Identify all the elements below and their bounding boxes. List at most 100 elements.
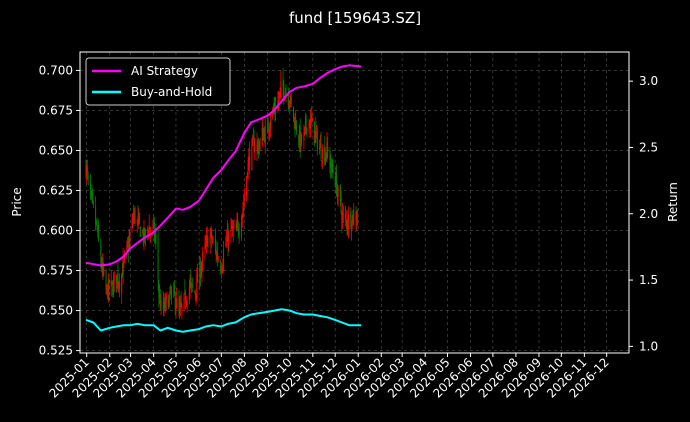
- candle-body: [144, 228, 146, 241]
- candle-body: [306, 127, 308, 132]
- candle-body: [252, 135, 254, 140]
- candle-body: [133, 211, 135, 218]
- candle-body: [107, 286, 109, 299]
- candle-body: [157, 238, 159, 280]
- candle-body: [174, 293, 176, 309]
- candle-body: [334, 178, 336, 187]
- candle-body: [168, 298, 170, 309]
- candle-body: [341, 215, 343, 223]
- candle-body: [345, 219, 347, 222]
- candle-body: [86, 167, 88, 174]
- candle-body: [226, 239, 228, 242]
- candle-body: [259, 139, 261, 150]
- candle-body: [220, 264, 222, 271]
- candle-body: [89, 181, 91, 195]
- candle-body: [258, 145, 260, 154]
- candle-body: [112, 286, 114, 295]
- candle-body: [268, 130, 270, 136]
- candle-body: [273, 106, 275, 110]
- candle-body: [242, 207, 244, 213]
- candle-body: [200, 270, 202, 275]
- candle-body: [147, 232, 149, 233]
- candle-body: [235, 225, 237, 230]
- candle-body: [200, 265, 202, 278]
- candle-body: [293, 106, 294, 120]
- candle-body: [310, 115, 312, 121]
- candle-body: [329, 150, 331, 168]
- candle-body: [165, 296, 167, 306]
- candle-body: [121, 274, 123, 294]
- y2-tick-label: 1.0: [639, 339, 658, 353]
- candle-body: [92, 192, 94, 201]
- candle-body: [197, 272, 199, 283]
- candle-body: [316, 132, 318, 150]
- candle-body: [303, 132, 305, 141]
- candle-body: [237, 219, 239, 225]
- y-tick-label: 0.550: [39, 304, 73, 318]
- candle-body: [352, 210, 354, 223]
- candle-body: [159, 297, 161, 310]
- candle-body: [188, 287, 190, 299]
- candle-body: [191, 283, 193, 288]
- candle-body: [217, 251, 219, 260]
- ai-strategy-line: [85, 64, 362, 267]
- candle-body: [305, 118, 307, 129]
- candle-body: [304, 127, 306, 132]
- candle-body: [136, 219, 138, 225]
- candle-body: [298, 130, 300, 146]
- candle-body: [155, 233, 157, 239]
- candle-body: [122, 259, 124, 274]
- candle-body: [279, 87, 281, 92]
- candle-body: [148, 225, 150, 233]
- candle-body: [301, 135, 303, 142]
- candle-body: [230, 226, 232, 236]
- candle-body: [117, 269, 119, 284]
- candle-body: [290, 97, 292, 104]
- candle-body: [316, 131, 318, 132]
- candle-body: [90, 191, 92, 194]
- candle-body: [215, 246, 217, 256]
- candle-body: [113, 274, 115, 283]
- candle-body: [350, 211, 352, 227]
- candle-body: [205, 236, 207, 247]
- candle-body: [258, 145, 260, 150]
- chart-title: fund [159643.SZ]: [289, 9, 421, 27]
- candle-body: [101, 264, 103, 270]
- y2-tick-label: 1.5: [639, 273, 658, 287]
- candle-body: [278, 92, 280, 99]
- candle-body: [149, 227, 151, 229]
- y2-axis-label: Return: [666, 182, 680, 222]
- candle-body: [315, 126, 317, 134]
- candle-body: [189, 281, 191, 289]
- candle-body: [195, 293, 197, 297]
- candle-body: [141, 231, 143, 233]
- candle-body: [290, 95, 292, 103]
- buy-and-hold-line: [85, 308, 362, 333]
- candle-body: [278, 99, 280, 102]
- candle-body: [285, 92, 287, 94]
- candle-body: [347, 225, 349, 228]
- candle-body: [231, 222, 233, 229]
- candle-body: [91, 191, 93, 197]
- candle-body: [128, 239, 130, 248]
- candle-body: [241, 213, 243, 225]
- y-axis-right: 1.0 1.5 2.0 2.5 3.0: [629, 74, 658, 353]
- candle-body: [134, 209, 136, 224]
- candle-body: [332, 168, 334, 175]
- candle-body: [252, 137, 254, 141]
- candle-body: [207, 237, 209, 248]
- candle-body: [171, 289, 172, 297]
- candle-body: [319, 146, 321, 149]
- candle-body: [131, 218, 133, 231]
- candle-body: [202, 252, 204, 262]
- candle-body: [238, 232, 240, 235]
- candle-body: [337, 186, 339, 197]
- candle-body: [327, 146, 329, 152]
- candle-body: [175, 305, 177, 312]
- candle-body: [295, 123, 297, 132]
- candle-body: [336, 174, 338, 196]
- candle-body: [228, 232, 230, 246]
- candle-body: [287, 93, 289, 105]
- candle-body: [97, 229, 99, 234]
- candle-body: [105, 271, 107, 290]
